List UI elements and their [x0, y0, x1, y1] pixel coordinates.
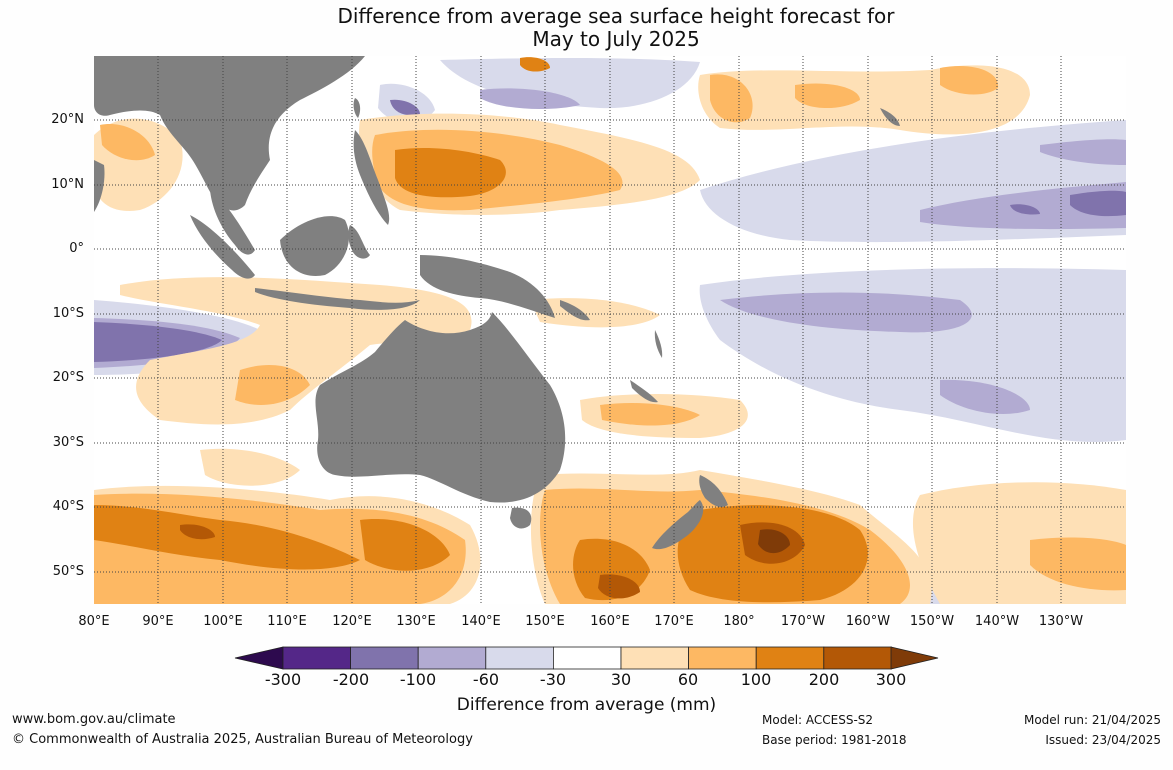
lon-label: 140°W	[974, 614, 1020, 629]
website-link[interactable]: www.bom.gov.au/climate	[12, 712, 176, 727]
landmass-new-guinea	[420, 255, 555, 318]
colorbar-tick-label: -100	[399, 670, 437, 689]
landmass-sulawesi	[348, 225, 370, 259]
anomaly-pos-60	[100, 124, 155, 161]
anomaly-pos-60	[795, 83, 860, 109]
landmass-philippines	[353, 130, 390, 225]
landmass-taiwan	[353, 98, 361, 118]
anomaly-neg-100	[1070, 190, 1126, 217]
chart-title-line2: May to July 2025	[532, 27, 700, 51]
colorbar-bin	[755, 646, 825, 670]
anomaly-neg-60	[480, 88, 580, 110]
anomaly-pos-100	[520, 57, 550, 72]
colorbar-arrow-min	[234, 646, 284, 670]
landmass-new-zealand-south	[652, 500, 704, 550]
colorbar-tick-label: -200	[332, 670, 370, 689]
anomaly-neg-60	[940, 379, 1030, 415]
landmass-india-edge	[94, 160, 105, 212]
landmass-asia	[94, 56, 365, 211]
copyright-text: © Commonwealth of Australia 2025, Austra…	[12, 732, 473, 747]
lat-label: 50°S	[52, 564, 84, 579]
anomaly-neg-100	[1010, 204, 1040, 215]
colorbar	[234, 646, 939, 670]
anomaly-pos-30	[120, 277, 472, 425]
landmass-malay-peninsula	[210, 190, 255, 255]
lon-label: 150°W	[909, 614, 955, 629]
colorbar-bin	[620, 646, 689, 670]
anomaly-pos-200	[180, 524, 215, 540]
lat-label: 20°N	[51, 112, 84, 127]
lat-label: 20°S	[52, 370, 84, 385]
landmass-new-zealand-north	[699, 475, 728, 508]
landmass-new-caledonia	[630, 380, 658, 403]
colorbar-bin	[417, 646, 487, 670]
colorbar-tick-label: -30	[539, 670, 567, 689]
lon-label: 130°W	[1038, 614, 1084, 629]
issued-text: Issued: 23/04/2025	[1045, 733, 1161, 747]
graticule	[94, 56, 1126, 604]
lon-label: 140°E	[461, 614, 501, 629]
colorbar-tick-label: 100	[740, 670, 772, 689]
landmass-borneo	[280, 216, 349, 276]
colorbar-tick-label: -60	[472, 670, 500, 689]
lon-label: 160°W	[845, 614, 891, 629]
lat-label: 0°	[69, 241, 84, 256]
anomaly-pos-60	[940, 66, 999, 95]
lat-label: 30°S	[52, 435, 84, 450]
anomaly-pos-60	[600, 403, 700, 426]
lon-label: 160°E	[590, 614, 630, 629]
anomaly-neg-100	[390, 99, 420, 116]
lon-label: 120°E	[332, 614, 372, 629]
lon-label: 100°E	[203, 614, 243, 629]
lon-label: 110°E	[267, 614, 307, 629]
colorbar-arrow-max	[890, 646, 939, 670]
landmass-australia	[315, 312, 566, 503]
colorbar-tick-label: -300	[264, 670, 302, 689]
landmass-tasmania	[510, 507, 532, 529]
colorbar-bin	[485, 646, 554, 670]
lon-label: 170°E	[654, 614, 694, 629]
base-period-text: Base period: 1981-2018	[762, 733, 907, 747]
landmass-vanuatu	[654, 330, 663, 358]
colorbar-bin	[553, 646, 622, 670]
colorbar-tick-label: 60	[677, 670, 699, 689]
model-run-text: Model run: 21/04/2025	[1023, 713, 1161, 727]
anomaly-pos-60	[710, 74, 753, 123]
chart-title-line1: Difference from average sea surface heig…	[337, 4, 895, 28]
anomaly-pos-200	[598, 574, 640, 599]
colorbar-bin	[282, 646, 351, 670]
colorbar-tick-label: 200	[808, 670, 840, 689]
anomaly-neg-30	[440, 58, 700, 109]
lat-label: 40°S	[52, 499, 84, 514]
lon-label: 80°E	[78, 614, 110, 629]
model-text: Model: ACCESS-S2	[762, 713, 874, 727]
anomaly-pos-60	[1030, 537, 1126, 591]
colorbar-bin	[350, 646, 419, 670]
anomaly-neg-60	[1040, 139, 1126, 165]
lat-label: 10°N	[51, 177, 84, 192]
anomaly-pos-30	[200, 448, 300, 486]
colorbar-title: Difference from average (mm)	[456, 695, 717, 715]
colorbar-tick-label: 30	[610, 670, 632, 689]
landmass-sumatra	[190, 215, 255, 279]
colorbar-tick-label: 300	[875, 670, 907, 689]
lon-label: 150°E	[525, 614, 565, 629]
anomaly-neg-60	[720, 292, 972, 333]
lon-label: 170°W	[780, 614, 826, 629]
colorbar-bin	[688, 646, 757, 670]
lon-label: 90°E	[142, 614, 174, 629]
lat-label: 10°S	[52, 306, 84, 321]
anomaly-pos-300	[758, 529, 790, 554]
colorbar-bin	[823, 646, 892, 670]
lon-label: 180°	[723, 614, 755, 629]
anomaly-pos-60	[235, 365, 310, 405]
lon-label: 130°E	[396, 614, 436, 629]
landmass-java-islands	[255, 288, 420, 310]
landmass-hawaii	[880, 108, 900, 126]
landmass-solomons	[560, 300, 590, 321]
anomaly-pos-100	[94, 505, 360, 570]
anomaly-pos-100	[360, 519, 450, 571]
